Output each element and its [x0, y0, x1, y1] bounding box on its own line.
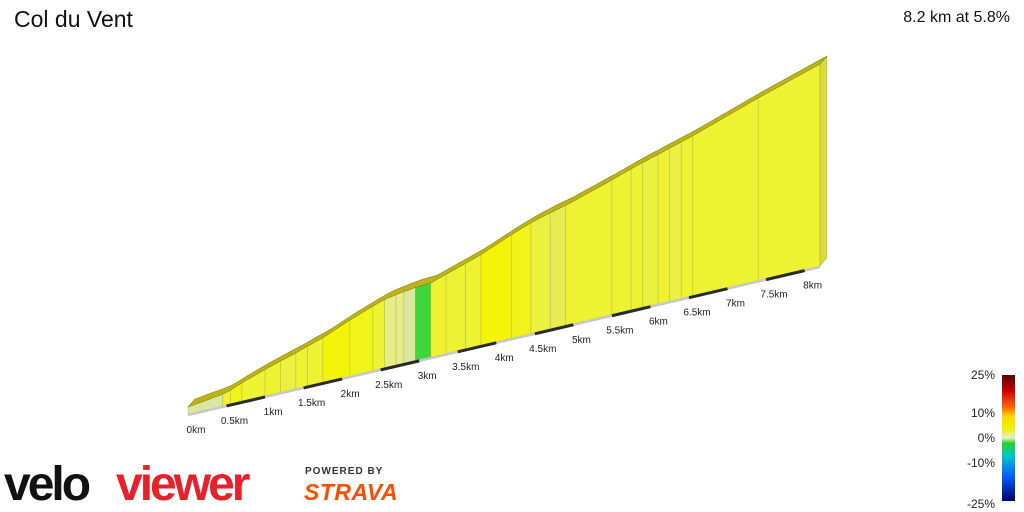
distance-axis: 0km 0.5km 1km 1.5km 2km 2.5km 3km 3.5km 4km 4.5km… [187, 265, 822, 436]
axis-tick-label: 5.5km [606, 326, 633, 337]
gradient-segment [322, 319, 351, 383]
legend-label: -25% [967, 497, 995, 511]
logo-viewer-text: viewer [116, 458, 250, 510]
axis-km-band [226, 395, 266, 408]
gradient-legend-bar [1002, 375, 1015, 501]
axis-km-band [380, 359, 420, 372]
gradient-segment [657, 147, 671, 305]
gradient-segment [395, 291, 405, 366]
profile-end-face [819, 55, 828, 267]
axis-km-band [611, 305, 651, 318]
gradient-segment [530, 212, 551, 335]
gradient-segment [511, 222, 532, 339]
gradient-segment [630, 161, 644, 311]
axis-tick-label: 4.5km [529, 344, 556, 355]
legend-label: 10% [971, 406, 995, 420]
axis-tick-label: 4km [495, 353, 514, 364]
powered-by-label: POWERED BY [305, 466, 384, 477]
axis-km-band [534, 323, 574, 336]
gradient-segment [430, 273, 447, 358]
gradient-segment [372, 298, 385, 372]
axis-tick-label: 3km [418, 371, 437, 382]
gradient-segment [445, 262, 466, 355]
gradient-segment [384, 294, 397, 369]
gradient-segment [669, 141, 682, 302]
axis-tick-label: 0.5km [221, 416, 248, 427]
legend-label: -10% [967, 456, 995, 470]
axis-km-band [765, 269, 805, 282]
axis-tick-label: 3.5km [452, 362, 479, 373]
axis-tick-label: 2km [341, 389, 360, 400]
gradient-segment [642, 153, 659, 309]
axis-tick-label: 5km [572, 335, 591, 346]
axis-tick-label: 7km [726, 299, 745, 310]
veloviewer-logo: velo viewer [4, 458, 253, 510]
gradient-legend: 25% 10% 0% -10% -25% [967, 368, 1015, 511]
legend-label: 25% [971, 368, 995, 382]
axis-km-band [303, 377, 343, 390]
logo-velo-text: velo [4, 458, 90, 510]
gradient-segment [757, 63, 821, 281]
gradient-segments [187, 55, 828, 415]
axis-km-band [688, 287, 728, 300]
profile-ridge [187, 55, 828, 408]
axis-tick-label: 0km [187, 425, 206, 436]
axis-tick-label: 1km [264, 407, 283, 418]
segment-summary: 8.2 km at 5.8% [903, 9, 1010, 26]
gradient-segment [295, 345, 308, 390]
legend-label: 0% [978, 431, 996, 445]
axis-tick-label: 8km [803, 281, 822, 292]
axis-tick-label: 7.5km [760, 290, 787, 301]
axis-tick-label: 2.5km [375, 380, 402, 391]
axis-km-band [457, 341, 497, 354]
profile-ridge-band [187, 55, 828, 408]
gradient-segment [549, 204, 567, 330]
axis-tick-label: 6km [649, 317, 668, 328]
gradient-segment [414, 282, 432, 362]
gradient-segment [680, 135, 694, 300]
axis-tick-label: 1.5km [298, 398, 325, 409]
axis-tick-label: 6.5km [683, 308, 710, 319]
gradient-segment [465, 253, 482, 350]
gradient-segment [403, 286, 416, 365]
segment-title: Col du Vent [14, 6, 133, 32]
strava-logo: STRAVA [304, 479, 399, 505]
gradient-segment [611, 168, 632, 316]
